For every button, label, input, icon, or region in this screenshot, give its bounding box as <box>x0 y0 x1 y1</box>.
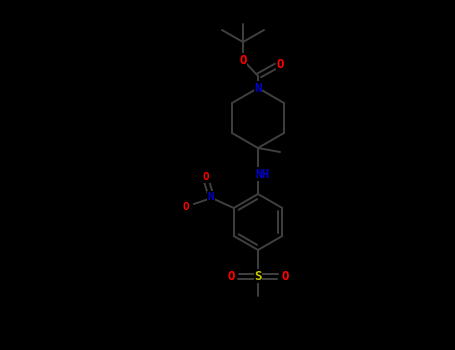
Text: N: N <box>207 192 214 202</box>
Text: NH: NH <box>256 168 270 181</box>
Text: O: O <box>182 202 189 212</box>
Text: O: O <box>227 270 235 282</box>
Text: O: O <box>276 58 284 71</box>
Text: O: O <box>281 270 289 282</box>
Text: S: S <box>254 270 262 282</box>
Text: N: N <box>254 82 262 95</box>
Text: O: O <box>202 172 209 182</box>
Text: O: O <box>239 54 247 66</box>
